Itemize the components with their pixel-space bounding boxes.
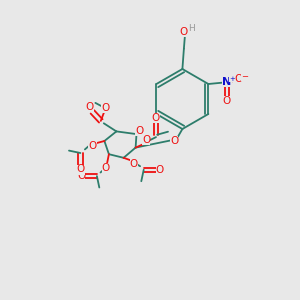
- Text: O: O: [235, 74, 243, 84]
- Text: O: O: [76, 164, 85, 175]
- Text: N: N: [222, 77, 232, 88]
- Text: O: O: [152, 113, 160, 124]
- Text: O: O: [88, 141, 97, 152]
- Text: O: O: [142, 135, 150, 145]
- Text: O: O: [135, 126, 144, 136]
- Text: O: O: [101, 103, 110, 113]
- Text: O: O: [130, 159, 138, 169]
- Text: O: O: [170, 136, 178, 146]
- Text: O: O: [223, 96, 231, 106]
- Text: H: H: [188, 24, 195, 33]
- Text: O: O: [156, 165, 164, 175]
- Text: O: O: [102, 163, 110, 173]
- Text: +: +: [229, 76, 235, 82]
- Text: O: O: [179, 27, 188, 37]
- Text: O: O: [85, 102, 94, 112]
- Text: −: −: [241, 72, 248, 81]
- Text: O: O: [77, 171, 86, 181]
